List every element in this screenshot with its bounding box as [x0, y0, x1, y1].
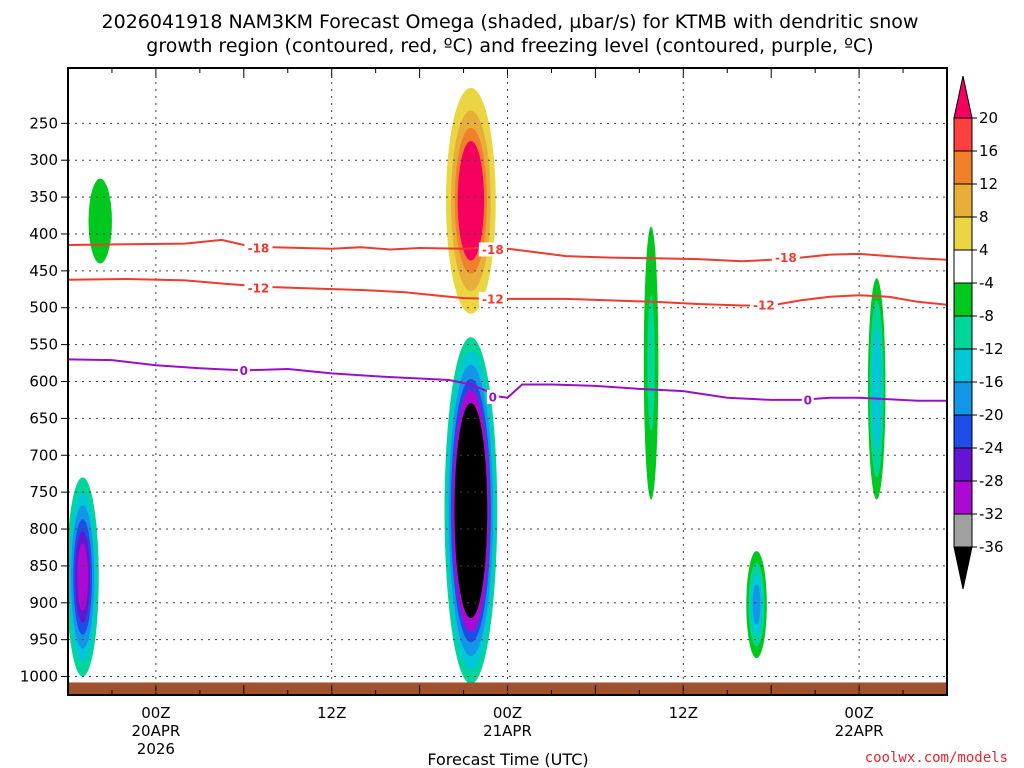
x-tick-label-3-1: 12Z: [669, 704, 698, 722]
x-tick-label-1-1: 12Z: [317, 704, 346, 722]
contour-label-3: -12: [248, 281, 270, 295]
y-tick-label-350: 350: [29, 188, 58, 206]
grid-lines: [68, 68, 947, 695]
y-tick-label-650: 650: [29, 409, 58, 427]
colorbar-label-11: -28: [979, 472, 1004, 490]
x-tick-label-4-1: 00Z: [844, 704, 873, 722]
colorbar-label-10: -24: [979, 439, 1004, 457]
colorbar-segment-12: [953, 480, 973, 515]
x-tick-label-0-1: 00Z: [141, 704, 170, 722]
colorbar-segment-10: [953, 414, 973, 449]
y-tick-label-500: 500: [29, 299, 58, 317]
contour-label-7: 0: [489, 390, 497, 404]
colorbar-segment-5: [953, 249, 973, 284]
y-axis-pressure: 250 300 350 400 450 500 550 600 650 700 750 800 850 9…: [20, 114, 68, 686]
y-tick-label-600: 600: [29, 373, 58, 391]
contour-labels: -18 -18 -18 -12 -12 -12 0 0 0: [237, 240, 814, 407]
freezing-level-contour: [68, 358, 947, 402]
y-tick-label-950: 950: [29, 631, 58, 649]
colorbar-segment-3: [953, 183, 973, 218]
y-tick-label-900: 900: [29, 594, 58, 612]
colorbar-label-4: 4: [979, 241, 989, 259]
contour-label-bg-7: [486, 389, 499, 404]
colorbar-segment-2: [953, 150, 973, 185]
x-tick-label-2-1: 00Z: [493, 704, 522, 722]
colorbar-label-3: 8: [979, 208, 989, 226]
chart-title-line1: 2026041918 NAM3KM Forecast Omega (shaded…: [102, 11, 919, 33]
colorbar-segment-4: [953, 216, 973, 251]
contour-label-1: -18: [482, 243, 504, 257]
colorbar-label-13: -36: [979, 538, 1004, 556]
colorbar-bottom-arrow: [953, 546, 973, 590]
x-tick-label-4-2: 22APR: [835, 722, 884, 740]
contour-label-bg-3: [244, 280, 273, 295]
y-tick-label-850: 850: [29, 557, 58, 575]
low-level-ascent-left-band-5: [77, 543, 89, 611]
colorbar-segment-13: [953, 513, 973, 548]
strong-ascent-core-band-5: [454, 403, 488, 619]
colorbar-segment-6: [953, 282, 973, 317]
contour-label-6: 0: [240, 364, 248, 378]
x-axis-label: Forecast Time (UTC): [427, 750, 588, 768]
colorbar-segment-11: [953, 447, 973, 482]
y-tick-label-250: 250: [29, 114, 58, 132]
colorbar-label-6: -8: [979, 307, 994, 325]
mid-ascent-left-band-0: [88, 178, 112, 264]
chart-title-line2: growth region (contoured, red, ºC) and f…: [146, 35, 873, 57]
contour-label-bg-1: [478, 242, 507, 257]
colorbar-label-12: -32: [979, 505, 1004, 523]
contour-label-bg-8: [801, 392, 814, 407]
contour-label-bg-0: [244, 240, 273, 255]
contour-label-0: -18: [248, 241, 270, 255]
y-tick-label-750: 750: [29, 483, 58, 501]
contour-label-5: -12: [753, 298, 775, 312]
credit-text: coolwx.com/models: [865, 750, 1008, 766]
y-tick-label-1000: 1000: [20, 668, 58, 686]
contour-label-bg-4: [478, 291, 507, 306]
colorbar-label-5: -4: [979, 274, 994, 292]
contour-label-bg-2: [771, 250, 800, 265]
contour-label-4: -12: [482, 292, 504, 306]
x-tick-label-2-2: 21APR: [483, 722, 532, 740]
colorbar-label-1: 16: [979, 142, 998, 160]
colorbar-segment-7: [953, 315, 973, 350]
colorbar-label-2: 12: [979, 175, 998, 193]
colorbar-label-8: -16: [979, 373, 1004, 391]
y-tick-label-400: 400: [29, 225, 58, 243]
contour-label-8: 0: [804, 393, 812, 407]
y-tick-label-550: 550: [29, 336, 58, 354]
colorbar-top-arrow: [953, 75, 973, 119]
y-tick-label-300: 300: [29, 151, 58, 169]
contour-label-bg-5: [749, 297, 778, 312]
plot-area: -18 -18 -18 -12 -12 -12 0 0 0: [68, 68, 947, 695]
colorbar: 20 16 12 8 4 -4 -8 -12 -16 -20 -24 -28 -32 -36: [953, 75, 1004, 590]
colorbar-segment-8: [953, 348, 973, 383]
y-tick-label-450: 450: [29, 262, 58, 280]
contour-label-2: -18: [775, 251, 797, 265]
y-tick-label-800: 800: [29, 520, 58, 538]
colorbar-label-7: -12: [979, 340, 1004, 358]
colorbar-label-0: 20: [979, 109, 998, 127]
colorbar-segment-1: [953, 117, 973, 152]
contour-label-bg-6: [237, 363, 250, 378]
x-tick-label-0-2: 20APR: [131, 722, 180, 740]
upper-subsidence-band-4: [457, 141, 485, 261]
ascent-55h-band-2: [871, 328, 882, 450]
ascent-44h-band-1: [647, 294, 655, 432]
colorbar-label-9: -20: [979, 406, 1004, 424]
y-tick-label-700: 700: [29, 446, 58, 464]
ascent-47h-band-3: [752, 584, 761, 625]
x-tick-label-0-3: 2026: [137, 740, 175, 758]
colorbar-segment-9: [953, 381, 973, 416]
